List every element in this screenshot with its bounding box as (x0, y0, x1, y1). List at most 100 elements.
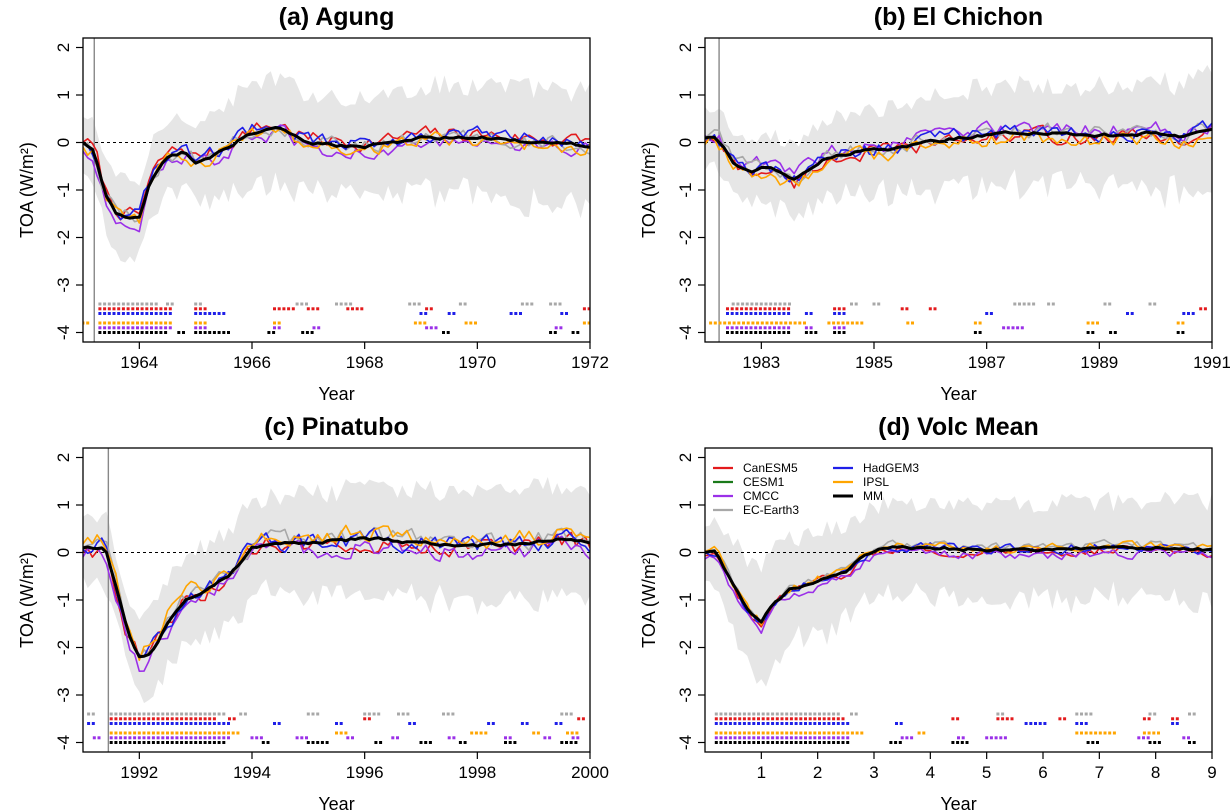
significance-marker-canesm5 (363, 717, 367, 721)
significance-marker-ipsl (194, 731, 198, 735)
significance-marker-hadgem3 (184, 722, 188, 725)
significance-marker-ipsl (203, 321, 207, 325)
significance-marker-cmcc (133, 736, 137, 740)
significance-marker-canesm5 (933, 307, 937, 311)
significance-marker-canesm5 (145, 307, 149, 311)
significance-marker-ec-earth3 (458, 302, 462, 306)
significance-marker-ipsl (156, 731, 160, 735)
significance-marker-ipsl (1103, 731, 1107, 735)
significance-marker-ipsl (203, 731, 207, 735)
significance-marker-mm (832, 741, 836, 744)
plot-area (83, 38, 590, 342)
significance-marker-hadgem3 (787, 312, 791, 315)
significance-marker-hadgem3 (771, 722, 775, 725)
panel-a-agung: 1964 1966 1968 1970 1972 2 1 0 -1 -2 -3 -4 (a) Agung… (17, 3, 609, 404)
significance-marker-ec-earth3 (170, 712, 174, 716)
significance-marker-hadgem3 (180, 722, 184, 725)
significance-marker-cmcc (989, 736, 993, 740)
significance-marker-ec-earth3 (367, 712, 371, 716)
significance-marker-mm (735, 331, 739, 334)
significance-marker-ec-earth3 (827, 712, 831, 716)
significance-marker-ipsl (742, 321, 745, 325)
significance-marker-mm (212, 741, 216, 744)
significance-marker-hadgem3 (808, 722, 812, 725)
significance-marker-mm (203, 331, 207, 334)
significance-marker-ipsl (418, 321, 422, 325)
significance-marker-hadgem3 (895, 722, 898, 725)
significance-marker-mm (894, 741, 898, 744)
significance-marker-mm (320, 741, 324, 744)
significance-marker-hadgem3 (164, 312, 168, 315)
x-axis-label: Year (318, 794, 354, 811)
significance-marker-cmcc (777, 326, 781, 330)
significance-marker-hadgem3 (145, 312, 149, 315)
significance-marker-ipsl (789, 731, 793, 735)
significance-marker-ec-earth3 (194, 712, 198, 716)
significance-marker-mm (771, 741, 775, 744)
significance-marker-ipsl (532, 731, 536, 735)
significance-marker-ec-earth3 (757, 712, 760, 716)
significance-marker-ipsl (344, 731, 348, 735)
significance-marker-cmcc (123, 736, 127, 740)
significance-marker-cmcc (818, 736, 821, 740)
significance-marker-mm (137, 741, 141, 744)
significance-marker-ipsl (1147, 731, 1151, 735)
significance-marker-mm (758, 331, 762, 334)
series-line-hadgem3 (83, 123, 590, 221)
significance-marker-ec-earth3 (775, 712, 779, 716)
significance-marker-cmcc (757, 736, 760, 740)
significance-marker-ipsl (788, 321, 792, 325)
significance-marker-ec-earth3 (771, 712, 775, 716)
significance-marker-cmcc (227, 736, 230, 740)
significance-marker-ipsl (117, 321, 121, 325)
significance-marker-cmcc (738, 736, 742, 740)
significance-marker-mm (763, 331, 767, 334)
significance-marker-hadgem3 (789, 722, 793, 725)
significance-marker-mm (142, 741, 146, 744)
significance-marker-ec-earth3 (463, 302, 467, 306)
significance-marker-hadgem3 (491, 722, 495, 725)
significance-marker-hadgem3 (166, 722, 169, 725)
significance-marker-ec-earth3 (1148, 712, 1152, 716)
significance-marker-ec-earth3 (123, 712, 127, 716)
significance-marker-ipsl (713, 321, 717, 325)
significance-marker-mm (571, 331, 575, 334)
significance-marker-ipsl (587, 321, 590, 325)
significance-marker-canesm5 (1001, 717, 1005, 721)
significance-marker-hadgem3 (112, 312, 116, 315)
significance-marker-ipsl (832, 321, 836, 325)
significance-marker-hadgem3 (168, 312, 172, 315)
significance-marker-canesm5 (742, 717, 746, 721)
significance-marker-hadgem3 (740, 312, 744, 315)
significance-marker-cmcc (999, 736, 1003, 740)
significance-marker-canesm5 (837, 307, 841, 311)
significance-marker-mm (754, 331, 758, 334)
significance-marker-canesm5 (355, 307, 359, 311)
significance-marker-canesm5 (582, 307, 586, 311)
significance-marker-hadgem3 (1075, 722, 1079, 725)
significance-marker-mm (560, 741, 564, 744)
significance-marker-mm (208, 331, 212, 334)
significance-marker-hadgem3 (140, 312, 144, 315)
significance-marker-ipsl (818, 731, 821, 735)
significance-marker-cmcc (504, 736, 507, 740)
significance-marker-mm (133, 741, 137, 744)
significance-marker-cmcc (842, 326, 846, 330)
significance-marker-hadgem3 (154, 312, 158, 315)
significance-marker-mm (203, 741, 207, 744)
significance-marker-hadgem3 (1080, 722, 1083, 725)
significance-marker-hadgem3 (335, 722, 338, 725)
significance-marker-mm (804, 741, 807, 744)
significance-marker-ec-earth3 (137, 712, 141, 716)
significance-marker-hadgem3 (794, 722, 798, 725)
significance-marker-ec-earth3 (150, 302, 153, 306)
significance-marker-ec-earth3 (1051, 302, 1055, 306)
significance-marker-mm (419, 741, 423, 744)
significance-marker-mm (789, 741, 793, 744)
significance-marker-cmcc (1020, 326, 1024, 330)
significance-marker-ec-earth3 (1075, 712, 1079, 716)
significance-marker-ec-earth3 (832, 712, 836, 716)
significance-marker-cmcc (900, 736, 904, 740)
x-tick-label: 9 (1207, 763, 1216, 782)
significance-marker-ipsl (1108, 731, 1112, 735)
